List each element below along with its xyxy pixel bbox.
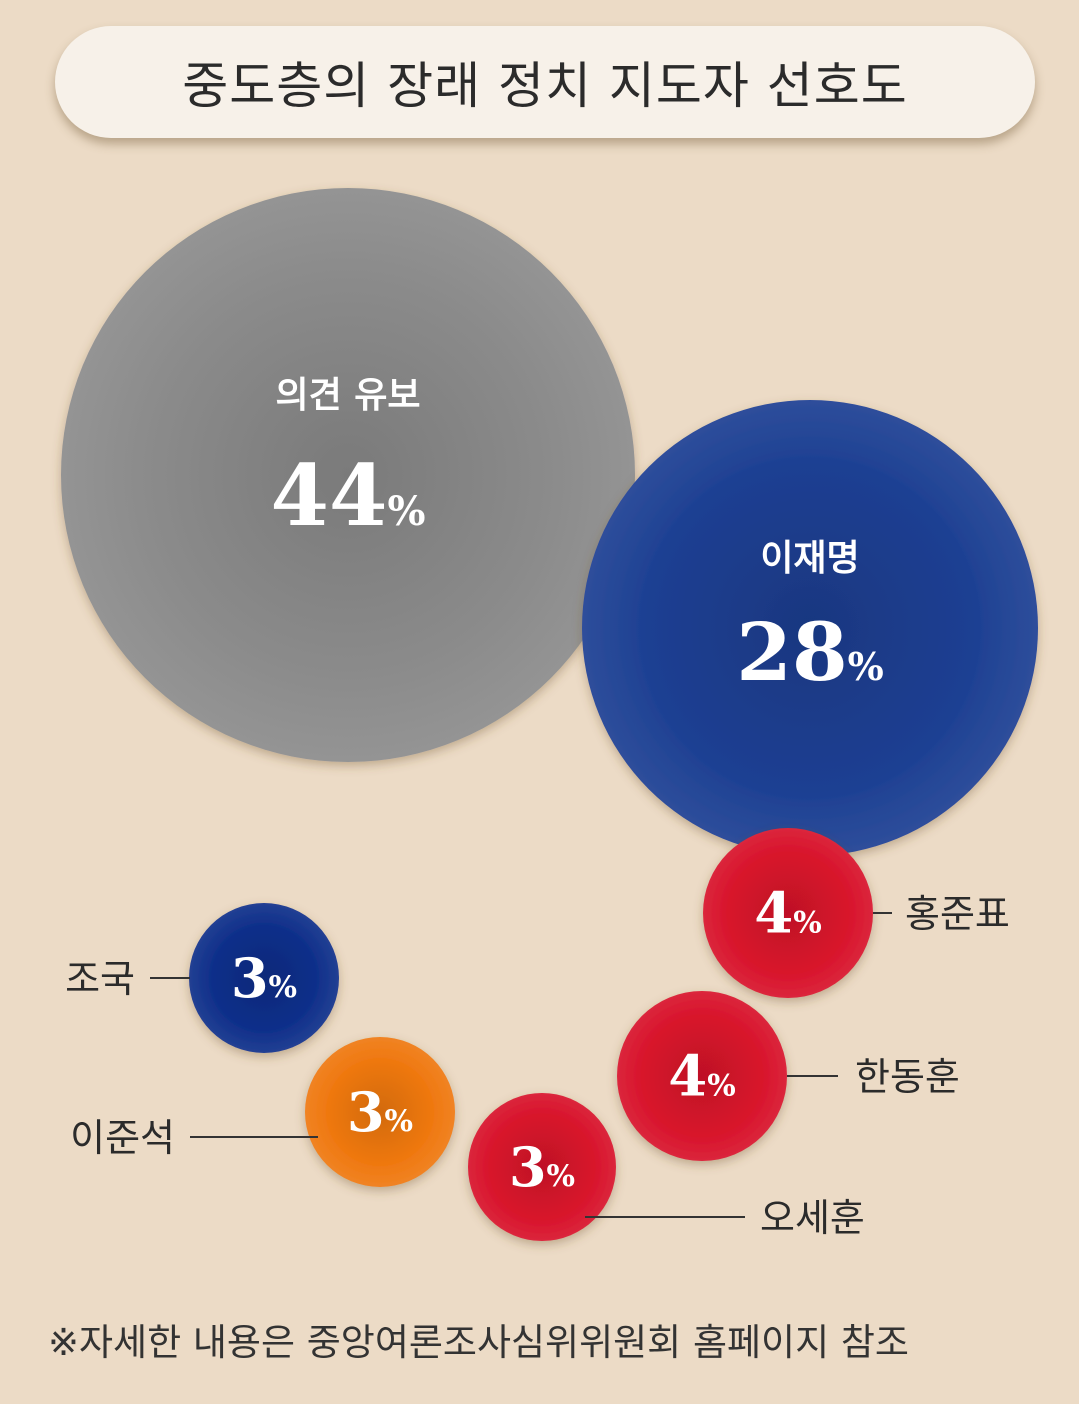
bubble-value: 4% [668,1044,735,1110]
bubble-4: 3% 오세훈 [468,1093,865,1241]
footnote: ※자세한 내용은 중앙여론조사심위위원회 홈페이지 참조 [48,1321,909,1364]
bubble-circle [703,828,873,998]
bubble-value-number: 4 [668,1044,707,1110]
bubble-name: 한동훈 [855,1055,960,1099]
bubble-value: 44% [271,446,426,545]
bubble-value-number: 4 [754,881,793,947]
bubble-circle [189,903,339,1053]
bubble-value-number: 3 [231,946,269,1010]
bubble-name: 의견 유보 [275,375,420,416]
bubble-value-percent: % [387,488,425,535]
bubble-value-number: 28 [736,605,847,699]
bubble-2: 4% 홍준표 [703,828,1010,998]
bubble-3: 4% 한동훈 [617,991,960,1161]
chart-title: 중도층의 장래 정치 지도자 선호도 [182,57,908,115]
bubble-value-percent: % [269,970,298,1005]
bubble-1: 28% 이재명 [582,400,1038,856]
bubble-value-percent: % [385,1104,414,1139]
bubble-5: 3% 조국 [65,903,339,1053]
bubble-value-number: 3 [347,1080,385,1144]
bubble-circle [617,991,787,1161]
bubble-value-number: 3 [509,1135,547,1199]
bubble-value: 4% [754,881,821,947]
bubble-value: 3% [231,946,297,1010]
bubble-value-percent: % [707,1069,736,1104]
bubble-value-number: 44 [271,446,388,545]
bubble-value-percent: % [793,906,822,941]
bubble-6: 3% 이준석 [70,1037,455,1187]
bubble-circle [305,1037,455,1187]
bubble-name: 오세훈 [760,1196,865,1240]
bubble-name: 조국 [65,957,135,1001]
bubble-value-percent: % [547,1159,576,1194]
bubble-value: 3% [509,1135,575,1199]
bubble-circle [61,188,635,762]
bubble-0: 44% 의견 유보 [61,188,635,762]
bubble-circle [468,1093,616,1241]
bubble-circle [582,400,1038,856]
bubble-name: 이재명 [760,538,859,579]
bubble-value: 3% [347,1080,413,1144]
title-banner: 중도층의 장래 정치 지도자 선호도 [55,26,1035,138]
bubble-name: 이준석 [70,1116,175,1160]
bubble-value-percent: % [848,644,884,689]
bubble-value: 28% [736,605,883,699]
bubble-name: 홍준표 [905,892,1010,936]
